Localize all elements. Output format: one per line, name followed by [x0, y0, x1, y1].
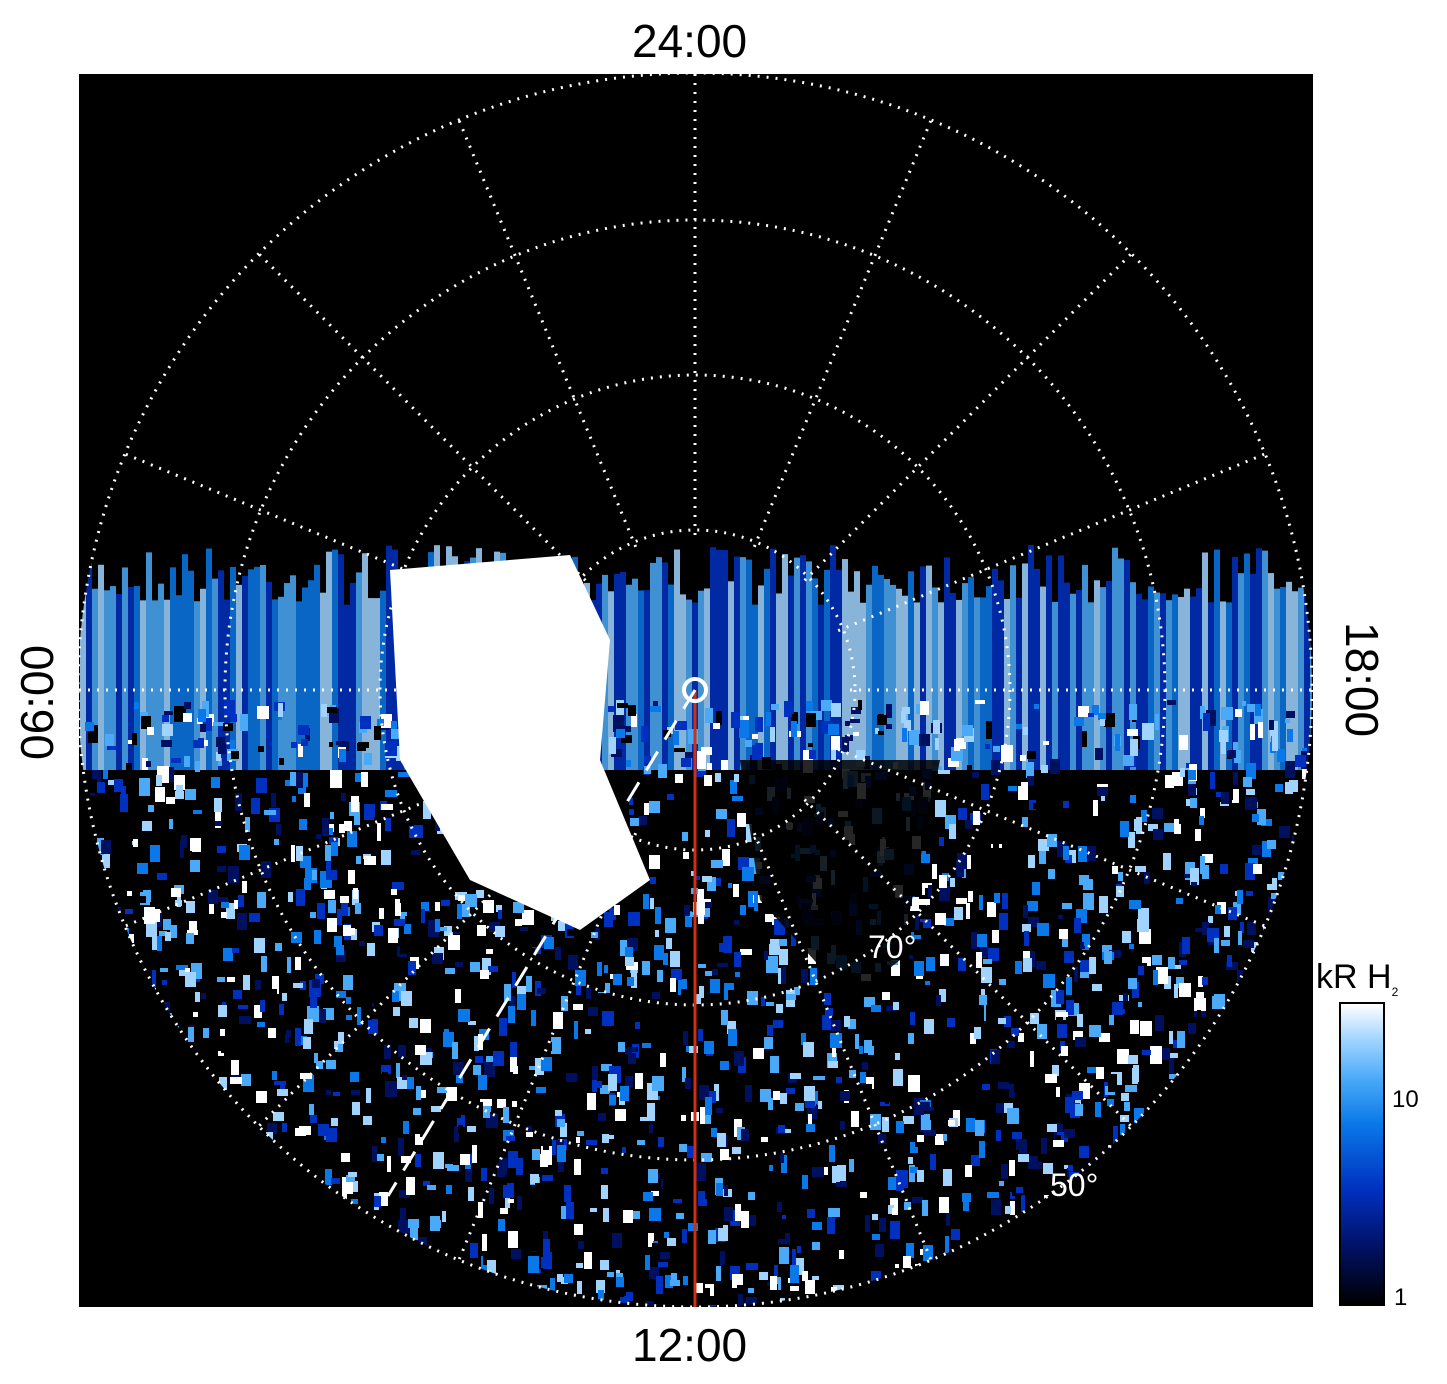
- colorbar-title-text: kR H: [1316, 958, 1392, 996]
- emission-field: [80, 545, 1312, 1307]
- colorbar-title-subscript: 2: [1391, 984, 1399, 999]
- pole-marker: [682, 677, 708, 703]
- lat-ring-0: [533, 528, 857, 852]
- lt-label-left: 06:00: [11, 644, 63, 760]
- lat-label-50: 50°: [1050, 1167, 1098, 1203]
- lat-ring-1: [378, 373, 1012, 1007]
- lt-label-top: 24:00: [632, 15, 748, 67]
- white-dashed-line: [386, 689, 697, 1197]
- lt-label-right: 18:00: [1336, 622, 1388, 738]
- colorbar-title: kR H2: [1316, 958, 1398, 999]
- lat-label-70: 70°: [868, 929, 916, 965]
- lt-label-bottom: 12:00: [632, 1319, 748, 1371]
- emission-pixels: [80, 545, 1312, 1307]
- colorbar: [1339, 1002, 1385, 1306]
- colorbar-tick-1: 1: [1394, 1284, 1408, 1311]
- colorbar-tick-10: 10: [1392, 1086, 1419, 1113]
- lat-ring-3: [79, 74, 1313, 1307]
